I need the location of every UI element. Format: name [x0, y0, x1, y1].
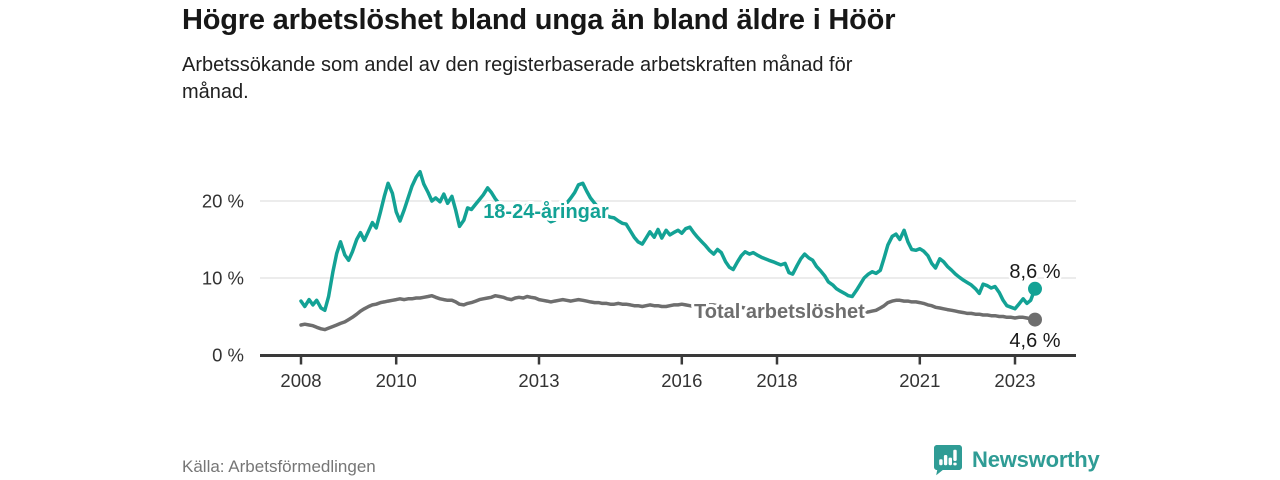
- x-tick-label: 2018: [756, 370, 797, 391]
- label-layer: Total arbetslöshet 4,6 % 18-24-åringar 8,6 …: [480, 197, 1063, 355]
- y-tick-label: 10 %: [202, 268, 244, 289]
- series-end-dot-youth: [1028, 281, 1042, 296]
- brand-name: Newsworthy: [972, 447, 1100, 472]
- end-value-label-total: 4,6 %: [1009, 330, 1060, 352]
- newsworthy-icon: [934, 445, 962, 476]
- series-label-total: Total arbetslöshet: [694, 301, 865, 323]
- subtitle-line-1: Arbetssökande som andel av den registerb…: [182, 54, 853, 77]
- series-label-youth: 18-24-åringar: [483, 200, 609, 223]
- series-line-total: [299, 293, 1037, 332]
- axis-layer: 2008 2010 2013 2016 2018 2021 2023 0 % 10 % 20 %: [202, 191, 1076, 391]
- x-tick-label: 2021: [899, 370, 940, 391]
- page-title: Högre arbetslöshet bland unga än bland ä…: [182, 4, 896, 36]
- y-tick-label: 20 %: [202, 191, 244, 212]
- subtitle-line-2: månad.: [182, 81, 249, 104]
- x-tick-label: 2023: [994, 370, 1035, 391]
- header: Högre arbetslöshet bland unga än bland ä…: [182, 4, 1102, 106]
- x-tick-label: 2010: [376, 370, 417, 391]
- x-tick-label: 2016: [661, 370, 702, 391]
- y-tick-label: 0 %: [212, 345, 244, 366]
- brand-logo: Newsworthy: [933, 444, 1100, 476]
- x-tick-label: 2013: [518, 370, 559, 391]
- chart-subtitle: Arbetssökande som andel av den registerb…: [182, 52, 1102, 106]
- series-layer: [299, 169, 1042, 332]
- series-end-dot-total: [1028, 312, 1042, 327]
- x-tick-label: 2008: [280, 370, 321, 391]
- grid-layer: [260, 200, 1076, 279]
- end-value-label-youth: 8,6 %: [1009, 261, 1060, 283]
- source-note: Källa: Arbetsförmedlingen: [182, 457, 376, 476]
- series-line-youth: [299, 169, 1037, 313]
